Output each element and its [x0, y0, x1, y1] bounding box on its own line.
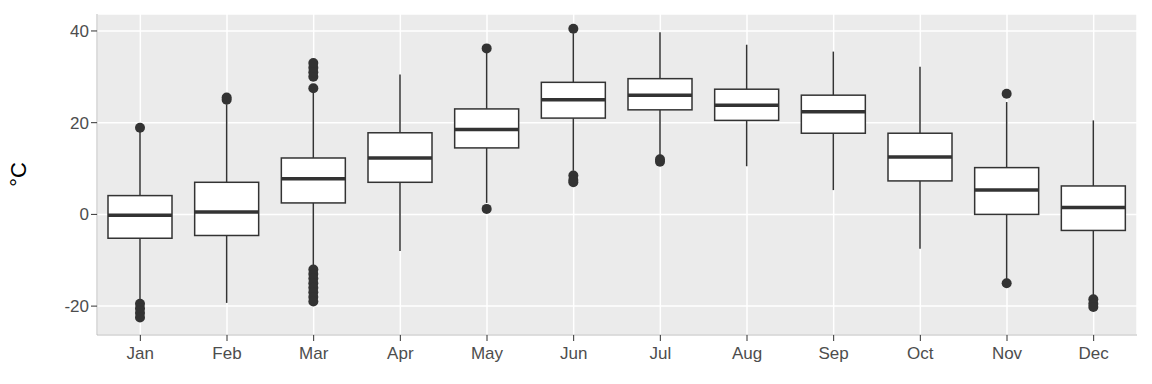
svg-text:Nov: Nov [992, 344, 1023, 363]
svg-text:Jul: Jul [649, 344, 671, 363]
svg-text:0: 0 [80, 205, 89, 224]
svg-text:Dec: Dec [1079, 344, 1110, 363]
svg-text:20: 20 [70, 114, 89, 133]
svg-text:Mar: Mar [299, 344, 329, 363]
svg-text:Feb: Feb [212, 344, 241, 363]
svg-text:-20: -20 [64, 297, 89, 316]
svg-text:Aug: Aug [732, 344, 762, 363]
svg-text:40: 40 [70, 22, 89, 41]
svg-text:°C: °C [8, 162, 31, 187]
svg-text:May: May [471, 344, 504, 363]
svg-text:Jan: Jan [127, 344, 154, 363]
svg-text:Sep: Sep [819, 344, 849, 363]
svg-text:Jun: Jun [560, 344, 587, 363]
svg-text:Apr: Apr [387, 344, 414, 363]
svg-text:Oct: Oct [907, 344, 934, 363]
